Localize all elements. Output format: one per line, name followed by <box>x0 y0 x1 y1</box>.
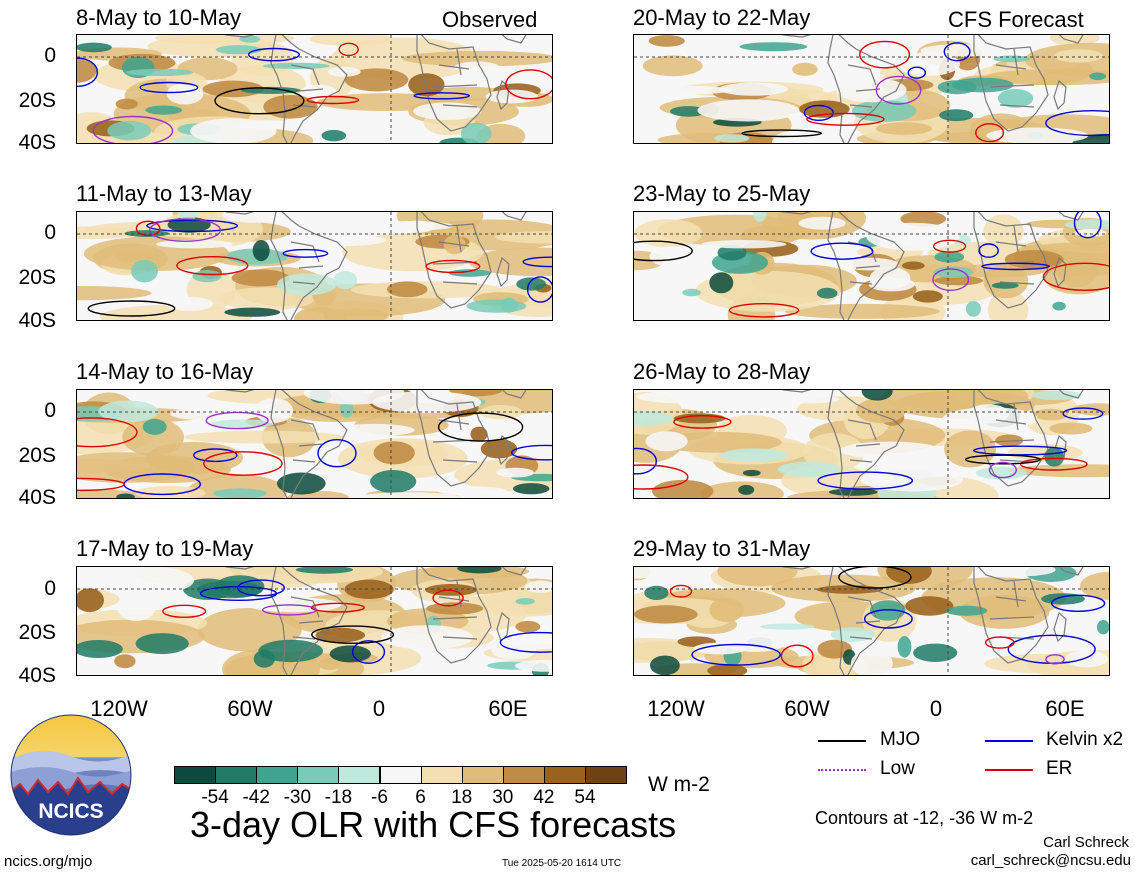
panel-title-7: 26-May to 28-May <box>633 359 811 384</box>
x-tick-60w: 60W <box>227 696 273 721</box>
legend-er-line <box>985 769 1033 771</box>
olr-map-forecast-2 <box>633 211 1110 321</box>
x-tick-0: 0 <box>929 696 943 721</box>
x-tick-60e: 60E <box>488 696 528 721</box>
y-tick-40s: 40S <box>18 486 56 509</box>
legend-er-label: ER <box>1046 758 1073 779</box>
colorbar-swatch <box>585 766 628 784</box>
colorbar-swatch <box>379 766 422 784</box>
y-tick-20s: 20S <box>18 621 56 644</box>
colorbar-swatch <box>543 766 586 784</box>
panel-title-6: 23-May to 25-May <box>633 181 811 206</box>
y-tick-40s: 40S <box>18 664 56 687</box>
olr-map-observed-2 <box>76 211 553 321</box>
legend-kelvin-line <box>985 740 1033 742</box>
colorbar-swatch <box>338 766 381 784</box>
olr-map-forecast-1 <box>633 34 1110 144</box>
y-tick-20s: 20S <box>18 444 56 467</box>
contours-note: Contours at -12, -36 W m-2 <box>815 808 1034 828</box>
panel-title-3: 14-May to 16-May <box>76 359 254 384</box>
ncics-logo: NCICS <box>10 714 132 836</box>
legend-low-line <box>818 769 866 771</box>
y-tick-20s: 20S <box>18 266 56 289</box>
olr-map-observed-3 <box>76 389 553 499</box>
legend-mjo-label: MJO <box>880 729 921 750</box>
colorbar-label: -18 <box>324 787 353 808</box>
legend-kelvin-label: Kelvin x2 <box>1046 729 1124 750</box>
colorbar-swatch <box>461 766 504 784</box>
colorbar-label: 54 <box>574 787 596 808</box>
y-tick-20s: 20S <box>18 89 56 112</box>
y-tick-0: 0 <box>44 221 56 244</box>
olr-map-observed-4 <box>76 566 553 676</box>
panel-title-4: 17-May to 19-May <box>76 536 254 561</box>
colorbar-label: -42 <box>242 787 270 808</box>
legend-low-label: Low <box>880 758 915 779</box>
author-email: carl_schreck@ncsu.edu <box>970 852 1131 869</box>
observed-label: Observed <box>442 7 538 32</box>
colorbar-label: 6 <box>415 787 426 808</box>
x-tick-60w: 60W <box>784 696 830 721</box>
legend-mjo-line <box>818 740 866 742</box>
x-tick-0: 0 <box>372 696 386 721</box>
colorbar-swatch <box>502 766 545 784</box>
colorbar-label: 30 <box>492 787 514 808</box>
panel-title-1: 8-May to 10-May <box>76 5 242 30</box>
x-tick-60e: 60E <box>1045 696 1085 721</box>
x-tick-120w: 120W <box>647 696 705 721</box>
y-tick-0: 0 <box>44 577 56 600</box>
author: Carl Schreck <box>1043 834 1129 851</box>
panel-title-2: 11-May to 13-May <box>76 181 252 206</box>
logo-text: NCICS <box>38 800 103 823</box>
y-tick-0: 0 <box>44 399 56 422</box>
timestamp: Tue 2025-05-20 1614 UTC <box>502 858 622 869</box>
colorbar-swatch <box>256 766 299 784</box>
colorbar-swatch <box>297 766 340 784</box>
main-title: 3-day OLR with CFS forecasts <box>190 804 677 845</box>
colorbar-swatch <box>215 766 258 784</box>
olr-map-observed-1 <box>76 34 553 144</box>
colorbar-swatch <box>420 766 463 784</box>
panel-title-5: 20-May to 22-May <box>633 5 811 30</box>
colorbar-label: -30 <box>283 787 312 808</box>
olr-map-forecast-3 <box>633 389 1110 499</box>
y-tick-40s: 40S <box>18 131 56 154</box>
x-tick-120w: 120W <box>90 696 148 721</box>
colorbar-label: 42 <box>533 787 555 808</box>
olr-map-forecast-4 <box>633 566 1110 676</box>
panel-title-8: 29-May to 31-May <box>633 536 811 561</box>
colorbar-label: 18 <box>451 787 473 808</box>
forecast-label: CFS Forecast <box>948 7 1084 32</box>
colorbar-label: -54 <box>201 787 229 808</box>
y-tick-0: 0 <box>44 44 56 67</box>
footer-url: ncics.org/mjo <box>4 853 93 870</box>
colorbar-label: -6 <box>371 787 388 808</box>
colorbar-swatch <box>174 766 217 784</box>
colorbar-unit: W m-2 <box>648 773 710 796</box>
y-tick-40s: 40S <box>18 309 56 332</box>
